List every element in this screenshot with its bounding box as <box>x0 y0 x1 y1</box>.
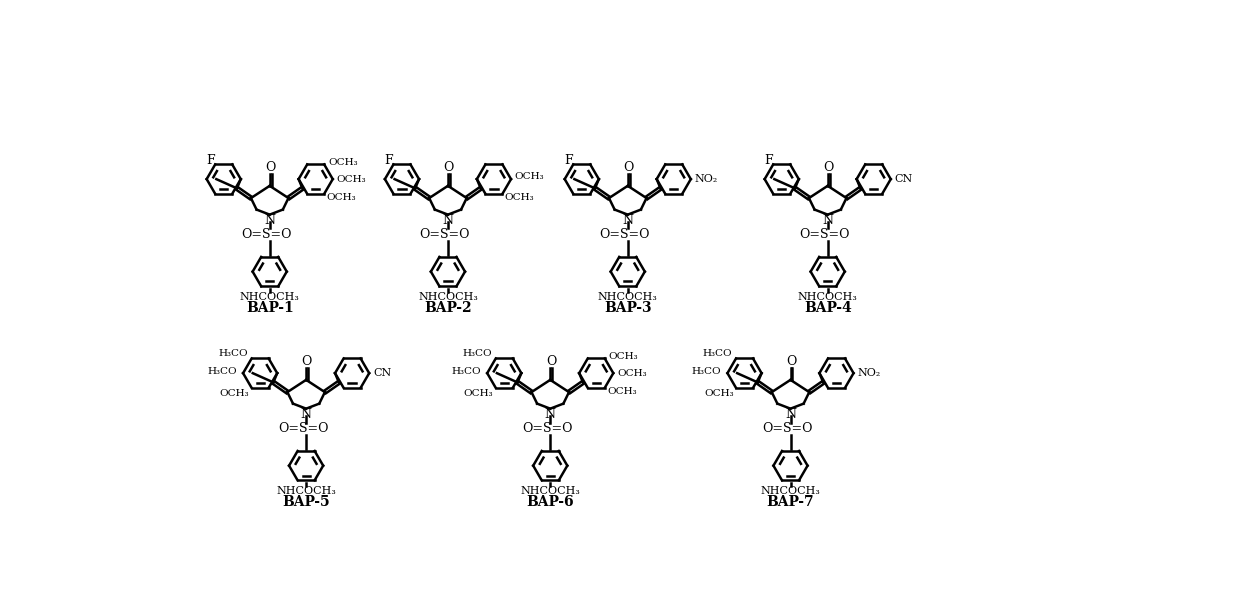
Text: N: N <box>443 214 454 226</box>
Text: BAP-7: BAP-7 <box>766 495 815 509</box>
Text: N: N <box>622 214 634 226</box>
Text: N: N <box>785 408 796 420</box>
Text: F: F <box>384 154 393 167</box>
Text: O=S=O: O=S=O <box>522 422 573 435</box>
Text: OCH₃: OCH₃ <box>219 389 249 398</box>
Text: N: N <box>264 214 275 226</box>
Text: NHCOCH₃: NHCOCH₃ <box>418 292 477 302</box>
Text: NO₂: NO₂ <box>857 368 880 378</box>
Text: N: N <box>822 214 833 226</box>
Text: CN: CN <box>373 368 392 378</box>
Text: OCH₃: OCH₃ <box>464 389 494 398</box>
Text: OCH₃: OCH₃ <box>336 175 366 184</box>
Text: BAP-3: BAP-3 <box>604 301 651 315</box>
Text: BAP-2: BAP-2 <box>424 301 471 315</box>
Text: O: O <box>546 355 557 368</box>
Text: H₃CO: H₃CO <box>451 367 481 376</box>
Text: O: O <box>265 161 275 174</box>
Text: O=S=O: O=S=O <box>800 228 849 241</box>
Text: OCH₃: OCH₃ <box>608 387 636 396</box>
Text: OCH₃: OCH₃ <box>329 158 357 167</box>
Text: O=S=O: O=S=O <box>242 228 291 241</box>
Text: NHCOCH₃: NHCOCH₃ <box>797 292 858 302</box>
Text: O: O <box>624 161 634 174</box>
Text: H₃CO: H₃CO <box>703 349 732 358</box>
Text: O: O <box>786 355 796 368</box>
Text: OCH₃: OCH₃ <box>515 173 544 181</box>
Text: O=S=O: O=S=O <box>278 422 329 435</box>
Text: OCH₃: OCH₃ <box>609 352 639 361</box>
Text: F: F <box>564 154 573 167</box>
Text: H₃CO: H₃CO <box>218 349 248 358</box>
Text: O=S=O: O=S=O <box>763 422 812 435</box>
Text: N: N <box>300 408 311 420</box>
Text: OCH₃: OCH₃ <box>704 389 734 398</box>
Text: BAP-4: BAP-4 <box>804 301 852 315</box>
Text: O: O <box>444 161 454 174</box>
Text: OCH₃: OCH₃ <box>618 369 647 378</box>
Text: N: N <box>544 408 556 420</box>
Text: OCH₃: OCH₃ <box>326 193 356 202</box>
Text: CN: CN <box>894 174 913 184</box>
Text: NHCOCH₃: NHCOCH₃ <box>760 486 821 496</box>
Text: O: O <box>301 355 312 368</box>
Text: NHCOCH₃: NHCOCH₃ <box>277 486 336 496</box>
Text: H₃CO: H₃CO <box>207 367 237 376</box>
Text: NHCOCH₃: NHCOCH₃ <box>521 486 580 496</box>
Text: NHCOCH₃: NHCOCH₃ <box>239 292 300 302</box>
Text: BAP-1: BAP-1 <box>246 301 294 315</box>
Text: O: O <box>823 161 833 174</box>
Text: F: F <box>764 154 773 167</box>
Text: OCH₃: OCH₃ <box>505 193 534 202</box>
Text: NO₂: NO₂ <box>694 174 718 184</box>
Text: F: F <box>206 154 215 167</box>
Text: NHCOCH₃: NHCOCH₃ <box>598 292 657 302</box>
Text: H₃CO: H₃CO <box>692 367 722 376</box>
Text: BAP-5: BAP-5 <box>283 495 330 509</box>
Text: BAP-6: BAP-6 <box>527 495 574 509</box>
Text: O=S=O: O=S=O <box>419 228 470 241</box>
Text: O=S=O: O=S=O <box>599 228 650 241</box>
Text: H₃CO: H₃CO <box>463 349 492 358</box>
